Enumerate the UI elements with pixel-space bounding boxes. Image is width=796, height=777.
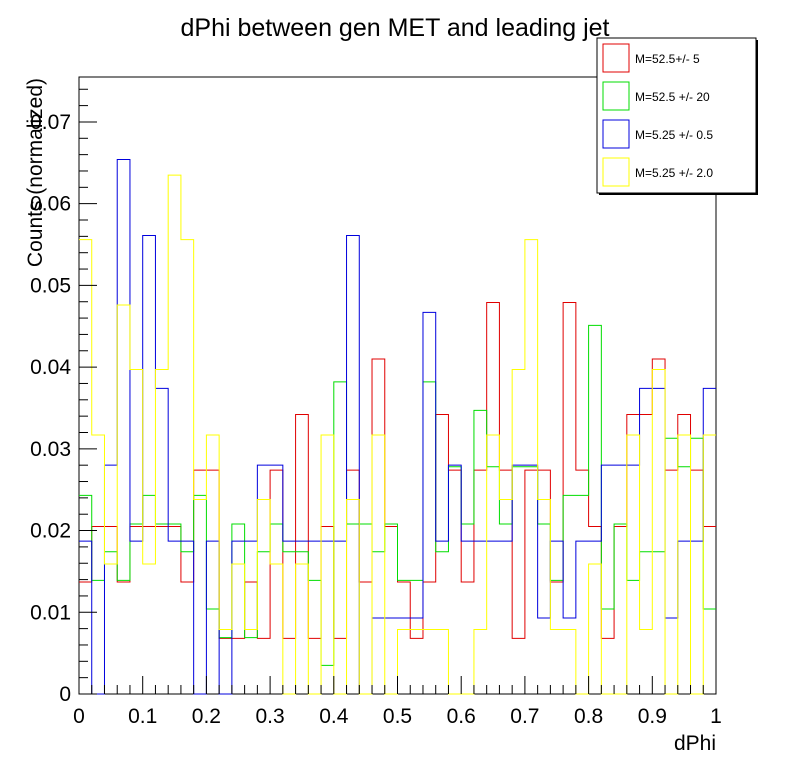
- legend-entry-label: M=5.25 +/- 2.0: [635, 166, 713, 180]
- x-tick-label: 0: [73, 705, 85, 728]
- y-tick-label: 0.02: [30, 520, 71, 543]
- legend: M=52.5+/- 5 M=52.5 +/- 20 M=5.25 +/- 0.5 M=…: [596, 37, 758, 195]
- y-tick-label: 0.04: [30, 356, 71, 379]
- series-line-2: [79, 324, 716, 666]
- axes-layer: 0 0.1 0.2 0.3 0.4 0.5 0.6 0.7 0.8 0.9 1 0 0.01 0.02 0.…: [30, 88, 722, 728]
- x-tick-label: 0.7: [510, 705, 539, 728]
- y-axis-label: Counts (normalized): [24, 78, 47, 267]
- y-tick-label: 0.07: [30, 111, 71, 134]
- legend-swatch: [602, 157, 630, 187]
- legend-swatch: [602, 43, 630, 73]
- y-tick-label: 0.05: [30, 274, 71, 297]
- y-tick-label: 0.03: [30, 438, 71, 461]
- x-tick-label: 0.2: [192, 705, 221, 728]
- x-tick-label: 0.9: [638, 705, 667, 728]
- x-tick-label: 0.3: [255, 705, 284, 728]
- legend-swatch: [602, 81, 630, 111]
- series-layer: [79, 159, 716, 695]
- series-line-4: [79, 174, 716, 695]
- x-tick-label: 1: [710, 705, 722, 728]
- x-tick-label: 0.5: [383, 705, 412, 728]
- legend-swatch: [602, 119, 630, 149]
- y-tick-label: 0.06: [30, 193, 71, 216]
- legend-entry-label: M=52.5+/- 5: [635, 52, 700, 66]
- x-tick-label: 0.1: [128, 705, 157, 728]
- x-tick-label: 0.8: [574, 705, 603, 728]
- legend-entry-label: M=52.5 +/- 20: [635, 90, 710, 104]
- chart-title: dPhi between gen MET and leading jet: [180, 14, 609, 42]
- y-tick-label: 0.01: [30, 601, 71, 624]
- legend-box: [596, 37, 757, 194]
- series-line-1: [79, 302, 716, 639]
- legend-entry-label: M=5.25 +/- 0.5: [635, 128, 713, 142]
- x-tick-label: 0.4: [319, 705, 349, 728]
- x-tick-label: 0.6: [447, 705, 476, 728]
- y-tick-label: 0: [59, 683, 71, 706]
- x-axis-label: dPhi: [674, 732, 716, 755]
